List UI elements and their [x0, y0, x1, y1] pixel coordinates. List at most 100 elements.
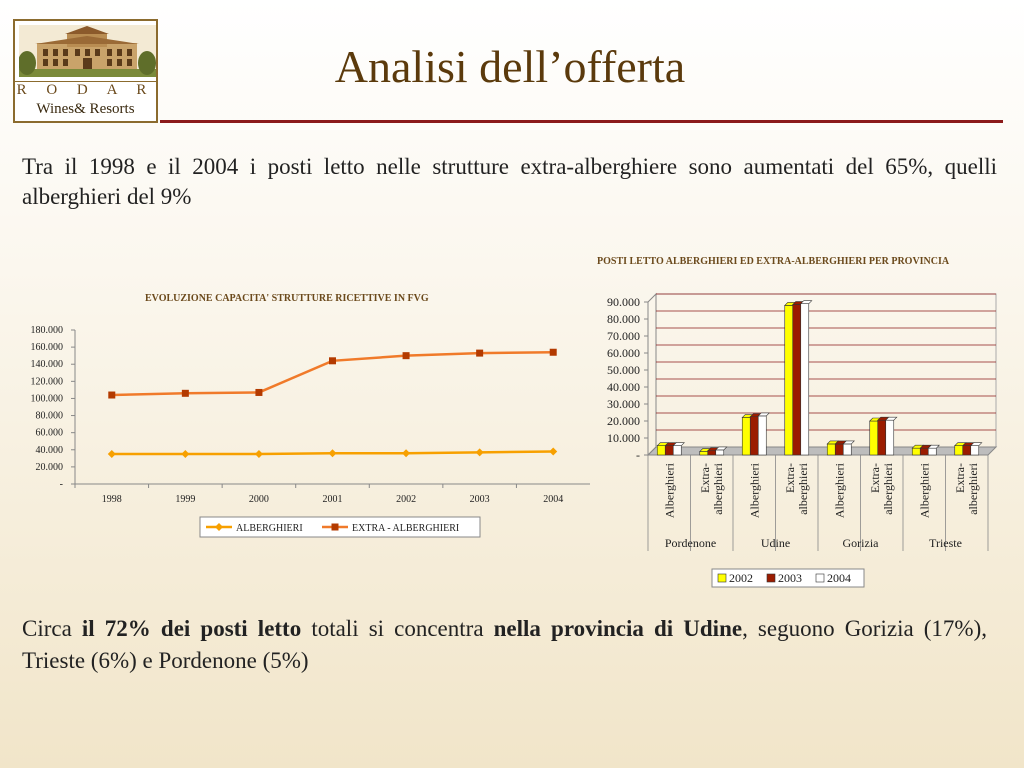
bar-chart-category-label: Extra-alberghieri — [953, 462, 980, 514]
line-chart-y-tick-label: 80.000 — [36, 411, 64, 422]
bar-chart-y-tick-label: 10.000 — [607, 431, 640, 445]
bar-chart-y-tick-label: 30.000 — [607, 397, 640, 411]
bar-chart-group-label: Pordenone — [665, 536, 716, 550]
line-chart-x-tick-label: 2003 — [470, 494, 490, 505]
title-divider — [160, 120, 1003, 123]
bar-2002 — [741, 417, 751, 456]
page-title: Analisi dell’offerta — [334, 41, 686, 92]
bar-2002 — [869, 420, 879, 456]
summary-bold-1: il 72% dei posti letto — [81, 616, 302, 641]
bar-2003 — [962, 445, 972, 456]
villa-illustration-icon — [19, 25, 156, 77]
legend-swatch-2004 — [815, 573, 825, 583]
bar-2003 — [792, 304, 802, 456]
line-point-extra-alberghieri — [549, 348, 557, 356]
line-chart-x-tick-label: 2000 — [249, 494, 269, 505]
line-chart-x-tick-label: 1999 — [175, 494, 195, 505]
bar-2004 — [672, 445, 682, 456]
summary-text-3: , seguono Gorizia (17%), Trieste (6%) e … — [22, 616, 987, 673]
logo-tagline: Wines& Resorts — [15, 101, 156, 118]
bar-2002 — [954, 445, 964, 456]
bar-2004-top — [672, 442, 685, 446]
legend-label-alberghieri: ALBERGHIERI — [236, 523, 303, 534]
bar-2004 — [970, 445, 980, 456]
bar-chart-back-wall — [655, 293, 997, 448]
bar-chart-category-label: Alberghieri — [747, 462, 761, 518]
bar-chart-y-tick-label: 80.000 — [607, 312, 640, 326]
summary-bold-2: nella provincia di Udine — [493, 616, 743, 641]
legend-swatch-2002 — [717, 573, 727, 583]
intro-paragraph: Tra il 1998 e il 2004 i posti letto nell… — [22, 154, 997, 209]
bar-2004-top — [842, 440, 855, 445]
bar-chart-y-tick-label: 20.000 — [607, 414, 640, 428]
bar-2004-top — [970, 442, 983, 446]
line-chart-y-tick-label: 120.000 — [31, 376, 64, 387]
line-chart-y-tick-label: 160.000 — [31, 342, 64, 353]
bar-2002 — [826, 443, 836, 456]
legend-label-2002: 2002 — [729, 571, 753, 585]
bar-2003 — [834, 443, 844, 456]
bar-chart-y-tick-label: 50.000 — [607, 363, 640, 377]
bar-chart-category-label: Extra-alberghieri — [783, 462, 810, 514]
bar-2003 — [877, 419, 887, 456]
line-point-alberghieri — [402, 449, 411, 458]
bar-2004 — [885, 419, 895, 456]
line-chart-title: EVOLUZIONE CAPACITA' STRUTTURE RICETTIVE… — [145, 293, 429, 304]
bar-chart-group-label: Udine — [761, 536, 790, 550]
line-chart-x-tick-label: 2001 — [323, 494, 343, 505]
line-point-alberghieri — [254, 450, 263, 459]
line-chart-y-tick-label: 40.000 — [36, 445, 64, 456]
line-chart-x-tick-label: 2004 — [543, 494, 563, 505]
bar-chart-category-label: Extra-alberghieri — [698, 462, 725, 514]
line-point-alberghieri — [107, 450, 116, 459]
bar-chart-y-tick-label: 90.000 — [607, 295, 640, 309]
line-chart-y-tick-label: 100.000 — [31, 393, 64, 404]
legend-swatch-2003 — [766, 573, 776, 583]
bar-2004-top — [885, 416, 898, 421]
bar-2004-top — [757, 412, 770, 417]
line-chart-x-tick-label: 1998 — [102, 494, 122, 505]
line-chart-y-tick-label: 20.000 — [36, 462, 64, 473]
line-point-extra-alberghieri — [476, 349, 484, 357]
legend-label-2003: 2003 — [778, 571, 802, 585]
bar-chart-legend — [711, 568, 865, 588]
legend-marker-alberghieri — [215, 523, 223, 531]
line-point-extra-alberghieri — [329, 357, 336, 365]
bar-2004-top — [927, 444, 940, 449]
summary-text-2: totali si concentra — [301, 616, 494, 641]
bar-chart-category-label: Alberghieri — [662, 462, 676, 518]
line-chart-y-tick-label: 180.000 — [31, 325, 64, 336]
line-point-extra-alberghieri — [255, 388, 263, 396]
line-point-extra-alberghieri — [108, 391, 116, 399]
bar-chart-y-tick-label: 70.000 — [607, 329, 640, 343]
bar-2004 — [715, 449, 725, 456]
bar-chart-y-tick-label: 40.000 — [607, 380, 640, 394]
bar-2004 — [842, 443, 852, 456]
line-point-extra-alberghieri — [402, 352, 410, 360]
bar-chart-category-label: Extra-alberghieri — [868, 462, 895, 514]
bar-chart-group-label: Trieste — [929, 536, 962, 550]
bar-2004 — [927, 447, 937, 456]
bar-chart-side-wall — [647, 292, 657, 457]
line-point-extra-alberghieri — [181, 389, 189, 397]
line-point-alberghieri — [475, 448, 484, 457]
bar-chart-category-label: Alberghieri — [917, 462, 931, 518]
bar-2003 — [919, 447, 929, 456]
bar-2003 — [664, 445, 674, 456]
line-chart: - 20.000 40.000 60.000 80.000 100.000 120.000 1… — [31, 325, 590, 538]
line-point-alberghieri — [328, 449, 337, 458]
bar-2004-top — [715, 446, 728, 451]
bar-2004 — [757, 415, 767, 456]
summary-text-1: Circa — [22, 616, 82, 641]
line-chart-y-tick-label: 140.000 — [31, 359, 64, 370]
line-chart-x-tick-label: 2002 — [396, 494, 416, 505]
legend-label-2004: 2004 — [827, 571, 851, 585]
company-logo: R O D A R O Wines& Resorts — [13, 19, 158, 123]
bar-2002 — [784, 305, 794, 456]
bar-chart-title: POSTI LETTO ALBERGHIERI ED EXTRA-ALBERGH… — [597, 256, 950, 267]
line-chart-y-tick-label: 60.000 — [36, 428, 64, 439]
bar-2002 — [656, 445, 666, 456]
legend-label-extra-alberghieri: EXTRA - ALBERGHIERI — [352, 523, 459, 534]
bar-2004 — [800, 303, 810, 456]
bar-2003 — [749, 416, 759, 456]
